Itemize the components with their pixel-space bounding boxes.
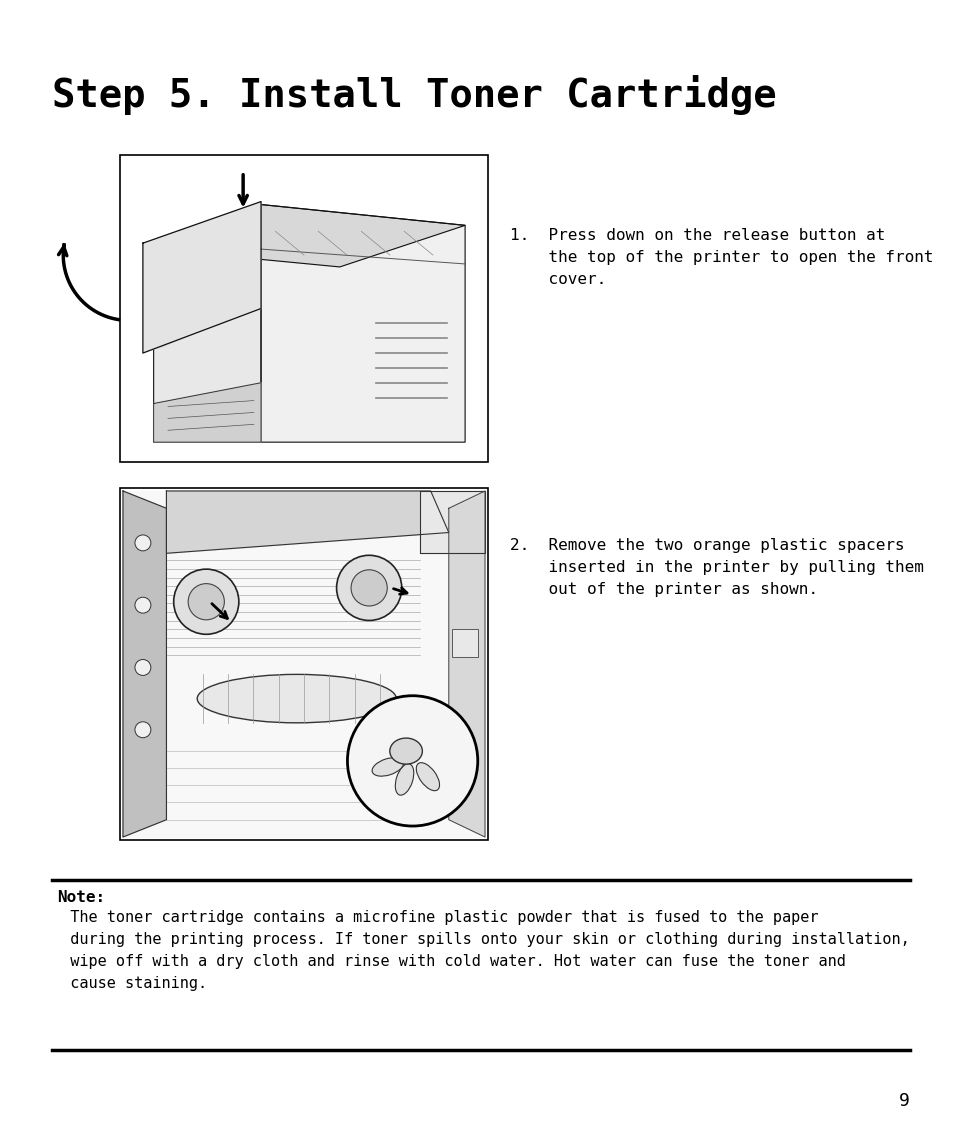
Polygon shape: [153, 205, 261, 442]
Ellipse shape: [197, 674, 395, 722]
Ellipse shape: [416, 763, 439, 791]
Text: during the printing process. If toner spills onto your skin or clothing during i: during the printing process. If toner sp…: [52, 932, 909, 947]
Polygon shape: [123, 491, 484, 837]
Bar: [452, 630, 477, 657]
Polygon shape: [153, 382, 261, 442]
Bar: [120, 155, 488, 461]
Circle shape: [173, 569, 238, 634]
Text: the top of the printer to open the front: the top of the printer to open the front: [510, 250, 933, 264]
Ellipse shape: [390, 739, 422, 764]
Circle shape: [134, 660, 151, 676]
Polygon shape: [448, 491, 484, 837]
Polygon shape: [261, 205, 465, 442]
Circle shape: [351, 570, 387, 606]
Bar: [120, 488, 488, 840]
Text: cause staining.: cause staining.: [52, 976, 207, 992]
Text: cover.: cover.: [510, 273, 605, 287]
Polygon shape: [123, 491, 166, 837]
Polygon shape: [143, 202, 261, 353]
Text: wipe off with a dry cloth and rinse with cold water. Hot water can fuse the tone: wipe off with a dry cloth and rinse with…: [52, 954, 845, 969]
Ellipse shape: [372, 758, 403, 776]
Text: 9: 9: [898, 1092, 909, 1110]
Text: Step 5. Install Toner Cartridge: Step 5. Install Toner Cartridge: [52, 76, 776, 114]
Text: inserted in the printer by pulling them: inserted in the printer by pulling them: [510, 560, 923, 575]
Polygon shape: [166, 491, 448, 553]
Polygon shape: [153, 205, 465, 267]
Circle shape: [134, 598, 151, 613]
Text: out of the printer as shown.: out of the printer as shown.: [510, 582, 817, 597]
Circle shape: [134, 535, 151, 551]
Polygon shape: [161, 211, 253, 347]
Circle shape: [188, 584, 224, 619]
Ellipse shape: [395, 764, 414, 795]
Text: The toner cartridge contains a microfine plastic powder that is fused to the pap: The toner cartridge contains a microfine…: [52, 910, 818, 925]
Text: 1.  Press down on the release button at: 1. Press down on the release button at: [510, 228, 884, 243]
Circle shape: [336, 555, 401, 621]
Circle shape: [347, 696, 477, 826]
Text: 2.  Remove the two orange plastic spacers: 2. Remove the two orange plastic spacers: [510, 538, 903, 553]
Polygon shape: [419, 491, 484, 553]
Circle shape: [134, 721, 151, 737]
Text: Note:: Note:: [57, 890, 105, 905]
